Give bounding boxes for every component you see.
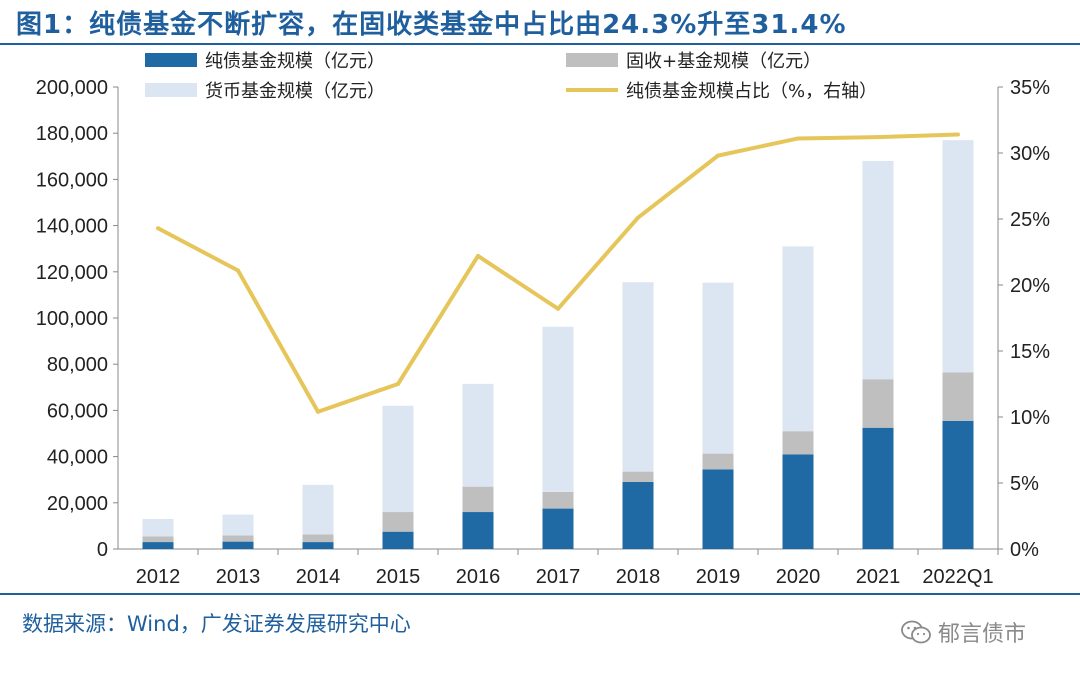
x-tick-label: 2016 [456,566,501,588]
share-point [396,382,400,386]
share-point [636,215,640,220]
share-point [236,268,240,273]
wechat-icon [901,620,931,644]
left-tick-label: 20,000 [47,493,108,515]
bar-pure-bond [782,454,814,549]
bar-pure-bond [542,508,574,549]
left-tick-label: 180,000 [36,123,108,145]
bar-money-market [302,484,334,535]
x-tick-label: 2019 [696,566,741,588]
bar-pure-bond [942,420,974,549]
bar-fixed-income-plus [702,453,734,470]
legend-money-market-label: 货币基金规模（亿元） [205,81,385,102]
x-tick-label: 2022Q1 [922,566,993,588]
x-tick-label: 2021 [856,566,901,588]
source-note: 数据来源：Wind，广发证券发展研究中心 [22,612,411,636]
title-rule [0,43,1080,45]
bar-money-market [622,282,654,472]
right-tick-label: 5% [1010,473,1039,495]
bar-fixed-income-plus [542,491,574,509]
right-tick-label: 10% [1010,407,1050,429]
right-tick-label: 25% [1010,209,1050,231]
bar-fixed-income-plus [462,486,494,513]
left-tick-label: 0 [97,539,108,561]
bar-fixed-income-plus [942,372,974,421]
x-tick-label: 2015 [376,566,421,588]
right-tick-label: 20% [1010,275,1050,297]
bar-money-market [222,514,254,536]
chart-title: 图1：纯债基金不断扩容，在固收类基金中占比由24.3%升至31.4% [16,10,847,40]
bar-fixed-income-plus [862,379,894,428]
bar-fixed-income-plus [622,471,654,483]
bar-money-market [702,282,734,454]
x-tick-label: 2018 [616,566,661,588]
x-tick-label: 2014 [296,566,341,588]
share-point [716,153,720,158]
legend-share-line-label: 纯债基金规模占比（%，右轴） [626,81,877,102]
bar-pure-bond [222,541,254,549]
x-tick-label: 2020 [776,566,821,588]
right-tick-label: 15% [1010,341,1050,363]
bar-pure-bond [302,542,334,549]
share-point [956,132,960,137]
legend-pure-bond-swatch [145,53,197,67]
watermark: 郁言债市 [900,616,1026,648]
source-rule [0,593,1080,595]
bar-money-market [542,326,574,492]
left-tick-label: 200,000 [36,77,108,99]
left-tick-label: 160,000 [36,169,108,191]
left-tick-label: 120,000 [36,262,108,284]
legend-fixed-income-plus-swatch [566,53,618,67]
left-tick-label: 60,000 [47,400,108,422]
left-tick-label: 80,000 [47,354,108,376]
legend-pure-bond-label: 纯债基金规模（亿元） [205,51,385,72]
bar-money-market [862,160,894,380]
share-point [796,136,800,141]
bar-money-market [142,518,174,537]
bar-money-market [382,405,414,513]
bar-pure-bond [622,482,654,549]
right-tick-label: 30% [1010,143,1050,165]
x-tick-label: 2013 [216,566,261,588]
bar-fixed-income-plus [222,535,254,542]
bar-fixed-income-plus [382,512,414,532]
x-tick-label: 2017 [536,566,581,588]
bar-fixed-income-plus [302,534,334,543]
bar-pure-bond [382,531,414,549]
watermark-text: 郁言债市 [938,622,1027,647]
bar-money-market [942,140,974,373]
bar-pure-bond [862,427,894,549]
share-point [476,253,480,258]
bar-fixed-income-plus [782,431,814,455]
legend-money-market-swatch [145,83,197,97]
share-point [876,135,880,140]
bar-money-market [462,383,494,487]
x-tick-label: 2012 [136,566,181,588]
share-point [316,409,320,414]
right-tick-label: 35% [1010,77,1050,99]
right-tick-label: 0% [1010,539,1039,561]
chart: 0 20,000 40,000 60,000 80,000 100,000 120,000 1… [36,51,1051,588]
share-point [156,226,160,231]
bar-fixed-income-plus [142,536,174,543]
left-tick-label: 40,000 [47,447,108,469]
bar-pure-bond [702,469,734,549]
bar-money-market [782,246,814,432]
bar-pure-bond [462,512,494,549]
share-point [556,306,560,311]
left-tick-label: 140,000 [36,216,108,238]
legend-fixed-income-plus-label: 固收+基金规模（亿元） [626,51,821,72]
bar-pure-bond [142,542,174,549]
left-tick-label: 100,000 [36,308,108,330]
